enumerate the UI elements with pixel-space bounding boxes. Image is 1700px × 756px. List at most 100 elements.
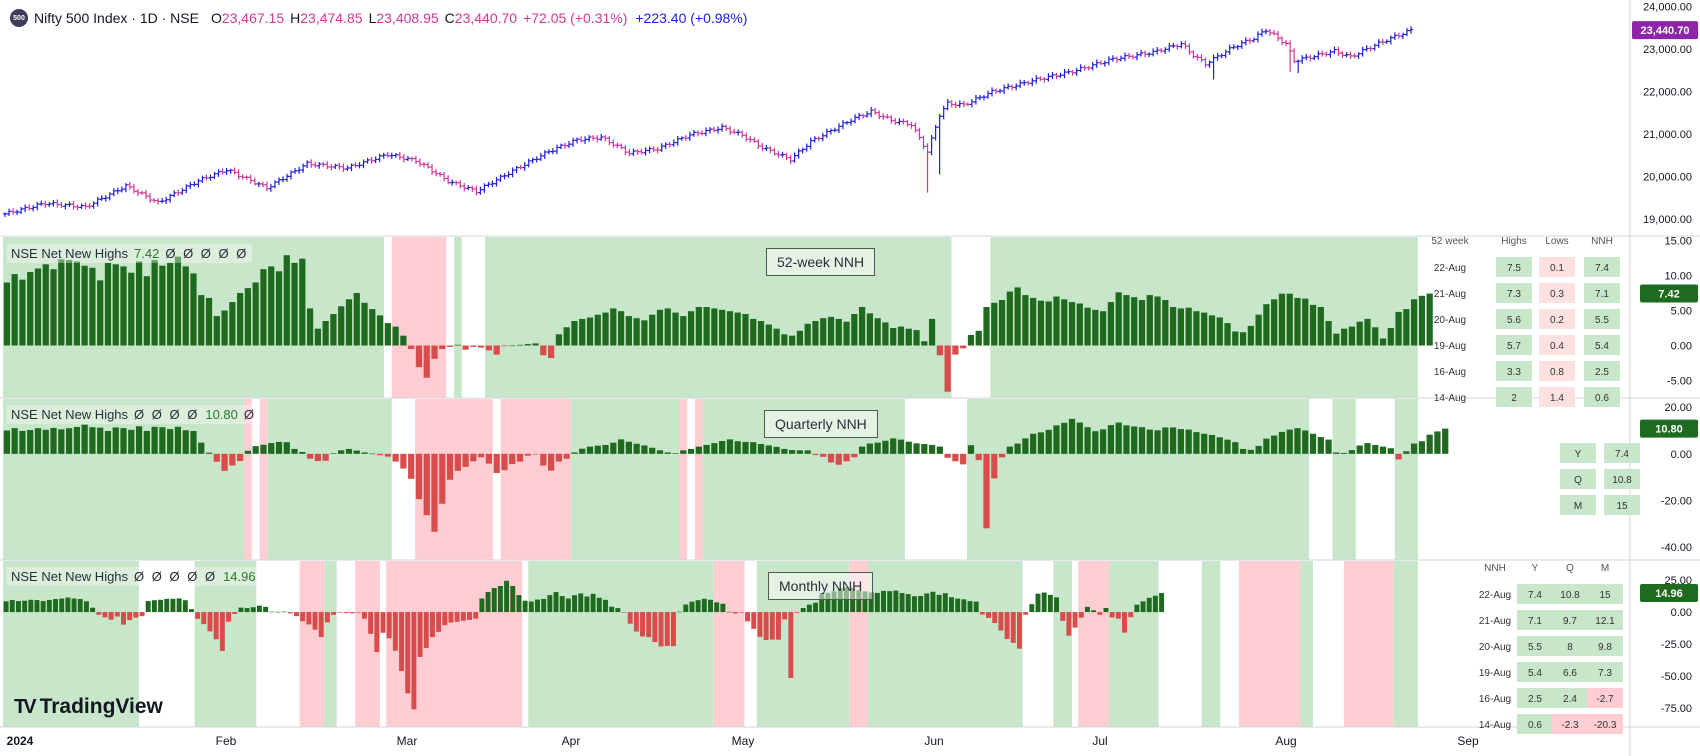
nnh-bar	[423, 453, 430, 516]
nnh-bar	[470, 345, 477, 347]
nnh-bar	[260, 444, 267, 454]
nnh-bar	[338, 450, 345, 454]
nnh-bar	[1169, 427, 1177, 454]
nnh-bar	[781, 448, 788, 454]
nnh-bar	[897, 326, 905, 346]
nnh-bar	[400, 335, 407, 346]
weekly-table-cell-bg	[1496, 335, 1532, 355]
close-value: 23,440.70	[454, 10, 518, 26]
nnh-bar	[1379, 338, 1387, 346]
nnh-bar	[1333, 333, 1340, 346]
nnh-bar	[1356, 321, 1363, 346]
nnh-bar	[174, 426, 182, 454]
nnh-bar	[897, 439, 905, 454]
monthly-table-cell: 7.1	[1528, 616, 1542, 627]
nnh-bar	[42, 429, 49, 454]
nnh-bar	[1185, 429, 1192, 454]
nnh-bar	[446, 453, 454, 480]
nnh-bar	[806, 604, 812, 613]
pane-legend-52week[interactable]: NSE Net New Highs 7.42 Ø Ø Ø Ø Ø	[7, 244, 253, 263]
nnh-bar	[362, 612, 367, 619]
nnh-bar	[221, 310, 228, 346]
indicator-axis-tick: -75.00	[1661, 703, 1692, 715]
nnh-bar	[1426, 293, 1433, 346]
nnh-bar	[1302, 430, 1309, 454]
nnh-bar	[757, 612, 763, 637]
nnh-bar	[936, 594, 942, 613]
nnh-bar	[1193, 432, 1200, 454]
nnh-bar	[384, 323, 391, 346]
indicator-name: NSE Net New Highs	[11, 407, 129, 422]
monthly-table-cell-bg	[1552, 636, 1588, 656]
nnh-bar	[376, 453, 384, 456]
nnh-bar	[1035, 593, 1041, 613]
indicator-value-tag-text: 7.42	[1658, 289, 1679, 301]
nnh-bar	[1341, 452, 1348, 454]
tradingview-logo[interactable]: TV TradingView	[14, 695, 163, 719]
nnh-bar	[1271, 299, 1278, 346]
nnh-bar	[1271, 435, 1278, 454]
nnh-bar	[835, 453, 842, 465]
pane-legend-monthly[interactable]: NSE Net New Highs Ø Ø Ø Ø Ø 14.96	[7, 567, 260, 586]
nnh-bar	[15, 601, 21, 613]
nnh-bar	[1426, 434, 1433, 454]
nnh-bar	[796, 330, 804, 346]
nnh-bar	[1004, 612, 1010, 640]
nnh-bar	[1395, 453, 1402, 460]
nnh-bar	[268, 266, 275, 346]
nnh-bar	[548, 453, 555, 471]
nnh-bar	[318, 612, 324, 637]
monthly-table-cell: 2.5	[1528, 694, 1542, 705]
nnh-bar	[1185, 307, 1192, 346]
symbol-title[interactable]: Nifty 500 Index · 1D · NSE	[34, 10, 199, 26]
summary-table-cell-bg	[1560, 495, 1596, 515]
nnh-bar	[479, 598, 485, 613]
nnh-bar	[579, 448, 586, 454]
monthly-table-cell: 8	[1567, 642, 1573, 653]
nnh-bar	[1047, 594, 1053, 613]
indicator-empty-values: Ø	[243, 407, 257, 422]
pane-legend-quarterly[interactable]: NSE Net New Highs Ø Ø Ø Ø 10.80 Ø	[7, 405, 261, 424]
nnh-bar	[128, 272, 135, 346]
nnh-bar	[337, 612, 343, 613]
nnh-bar	[1325, 439, 1332, 454]
weekly-table-cell: 7.5	[1507, 263, 1521, 274]
nnh-bar	[275, 611, 281, 613]
low-value: 23,408.95	[376, 10, 439, 26]
nnh-bar	[975, 330, 982, 346]
nnh-bar	[820, 453, 827, 457]
nnh-bar	[314, 453, 321, 462]
nnh-bar	[711, 443, 718, 454]
price-axis-tick: 22,000.00	[1643, 86, 1692, 98]
nnh-bar	[1372, 444, 1379, 454]
indicator-axis-tick: 5.00	[1671, 306, 1692, 318]
nnh-bar	[734, 441, 741, 454]
nnh-bar	[594, 314, 601, 346]
nnh-bar	[250, 607, 256, 613]
nnh-bar	[658, 612, 664, 647]
nnh-bar	[831, 591, 837, 613]
price-axis-tick: 24,000.00	[1643, 1, 1692, 13]
nnh-bar	[65, 597, 71, 613]
nnh-bar	[942, 593, 948, 613]
nnh-bar	[1286, 293, 1293, 346]
nnh-bar	[501, 453, 508, 471]
weekly-table-cell: 22-Aug	[1434, 263, 1466, 274]
nnh-bar	[3, 282, 10, 346]
nnh-bar	[1255, 314, 1262, 346]
nnh-bar	[1263, 304, 1270, 346]
nnh-bar	[380, 612, 386, 633]
background-zone-bullish	[1394, 399, 1418, 560]
monthly-table-cell-bg	[1587, 636, 1623, 656]
monthly-table-cell: 7.4	[1528, 590, 1542, 601]
time-axis-tick: Jun	[924, 734, 943, 748]
weekly-table-cell: 16-Aug	[1434, 367, 1466, 378]
indicator-axis-tick: 15.00	[1664, 236, 1692, 248]
nnh-bar	[198, 442, 205, 454]
nnh-bar	[213, 316, 220, 346]
nnh-bar	[244, 450, 252, 454]
nnh-bar	[856, 590, 862, 613]
nnh-bar	[454, 612, 460, 622]
nnh-bar	[804, 450, 811, 454]
nnh-bar	[283, 255, 290, 346]
